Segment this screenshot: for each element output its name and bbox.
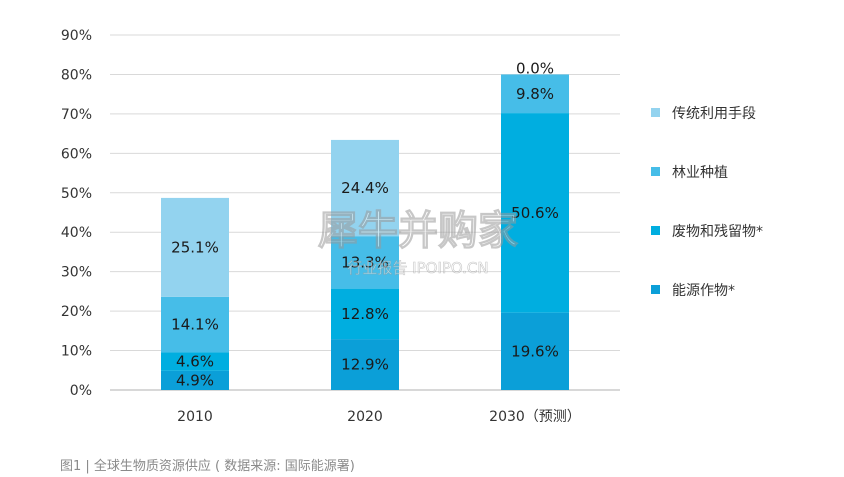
data-label: 0.0% (516, 59, 554, 77)
y-tick-label: 50% (61, 186, 92, 202)
bar-segment (161, 296, 229, 353)
legend-swatch (651, 226, 660, 235)
data-label: 12.8% (341, 305, 389, 323)
watermark-sub: 行业报告 IPOIPO.CN (347, 259, 488, 277)
bar-segment (161, 197, 229, 297)
watermark: 犀牛并购家 行业报告 IPOIPO.CN (318, 208, 519, 278)
x-category-label: 2020 (347, 409, 383, 425)
x-category-label: 2010 (177, 409, 213, 425)
legend-label: 林业种植 (672, 165, 728, 181)
legend-label: 废物和残留物* (672, 224, 763, 240)
x-axis-categories: 2010 2020 2030（预测） (177, 409, 581, 425)
bar-segment (331, 288, 399, 340)
data-label: 4.9% (176, 371, 214, 389)
y-tick-label: 20% (61, 304, 92, 320)
y-tick-label: 70% (61, 107, 92, 123)
bar-segment (161, 352, 229, 371)
data-label: 12.9% (341, 356, 389, 374)
data-label: 24.4% (341, 179, 389, 197)
y-tick-label: 90% (61, 28, 92, 44)
bar-segment (331, 139, 399, 237)
y-tick-label: 30% (61, 265, 92, 281)
bar-segment (331, 236, 399, 289)
watermark-main: 犀牛并购家 (318, 208, 518, 254)
legend-swatch (651, 167, 660, 176)
data-labels: 4.9%4.6% 14.1% 25.1% 12.9% 12.8% 13.3% 24.4% 19… (171, 59, 559, 389)
data-label: 13.3% (341, 253, 389, 271)
bars (161, 74, 569, 390)
data-label: 19.6% (511, 342, 559, 360)
y-tick-label: 40% (61, 225, 92, 241)
bar-segment (331, 339, 399, 390)
bar-segment (161, 370, 229, 390)
data-label: 4.6% (176, 353, 214, 371)
legend-swatch (651, 108, 660, 117)
bar-segment (501, 113, 569, 313)
legend-swatch (651, 285, 660, 294)
legend-label: 能源作物* (672, 283, 735, 299)
x-category-label: 2030（预测） (489, 409, 581, 425)
data-label: 25.1% (171, 238, 219, 256)
y-tick-label: 0% (70, 383, 92, 399)
y-tick-label: 80% (61, 67, 92, 83)
bar-segment (501, 74, 569, 114)
y-tick-label: 60% (61, 146, 92, 162)
y-tick-label: 10% (61, 344, 92, 360)
figure-caption: 图1 | 全球生物质资源供应 ( 数据来源: 国际能源署) (60, 459, 355, 474)
legend-label: 传统利用手段 (672, 106, 756, 122)
bar-segment (501, 312, 569, 390)
data-label: 9.8% (516, 85, 554, 103)
data-label: 50.6% (511, 204, 559, 222)
data-label: 14.1% (171, 316, 219, 334)
y-axis-ticks: 0% 10% 20% 30% 40% 50% 60% 70% 80% 90% (61, 28, 92, 399)
